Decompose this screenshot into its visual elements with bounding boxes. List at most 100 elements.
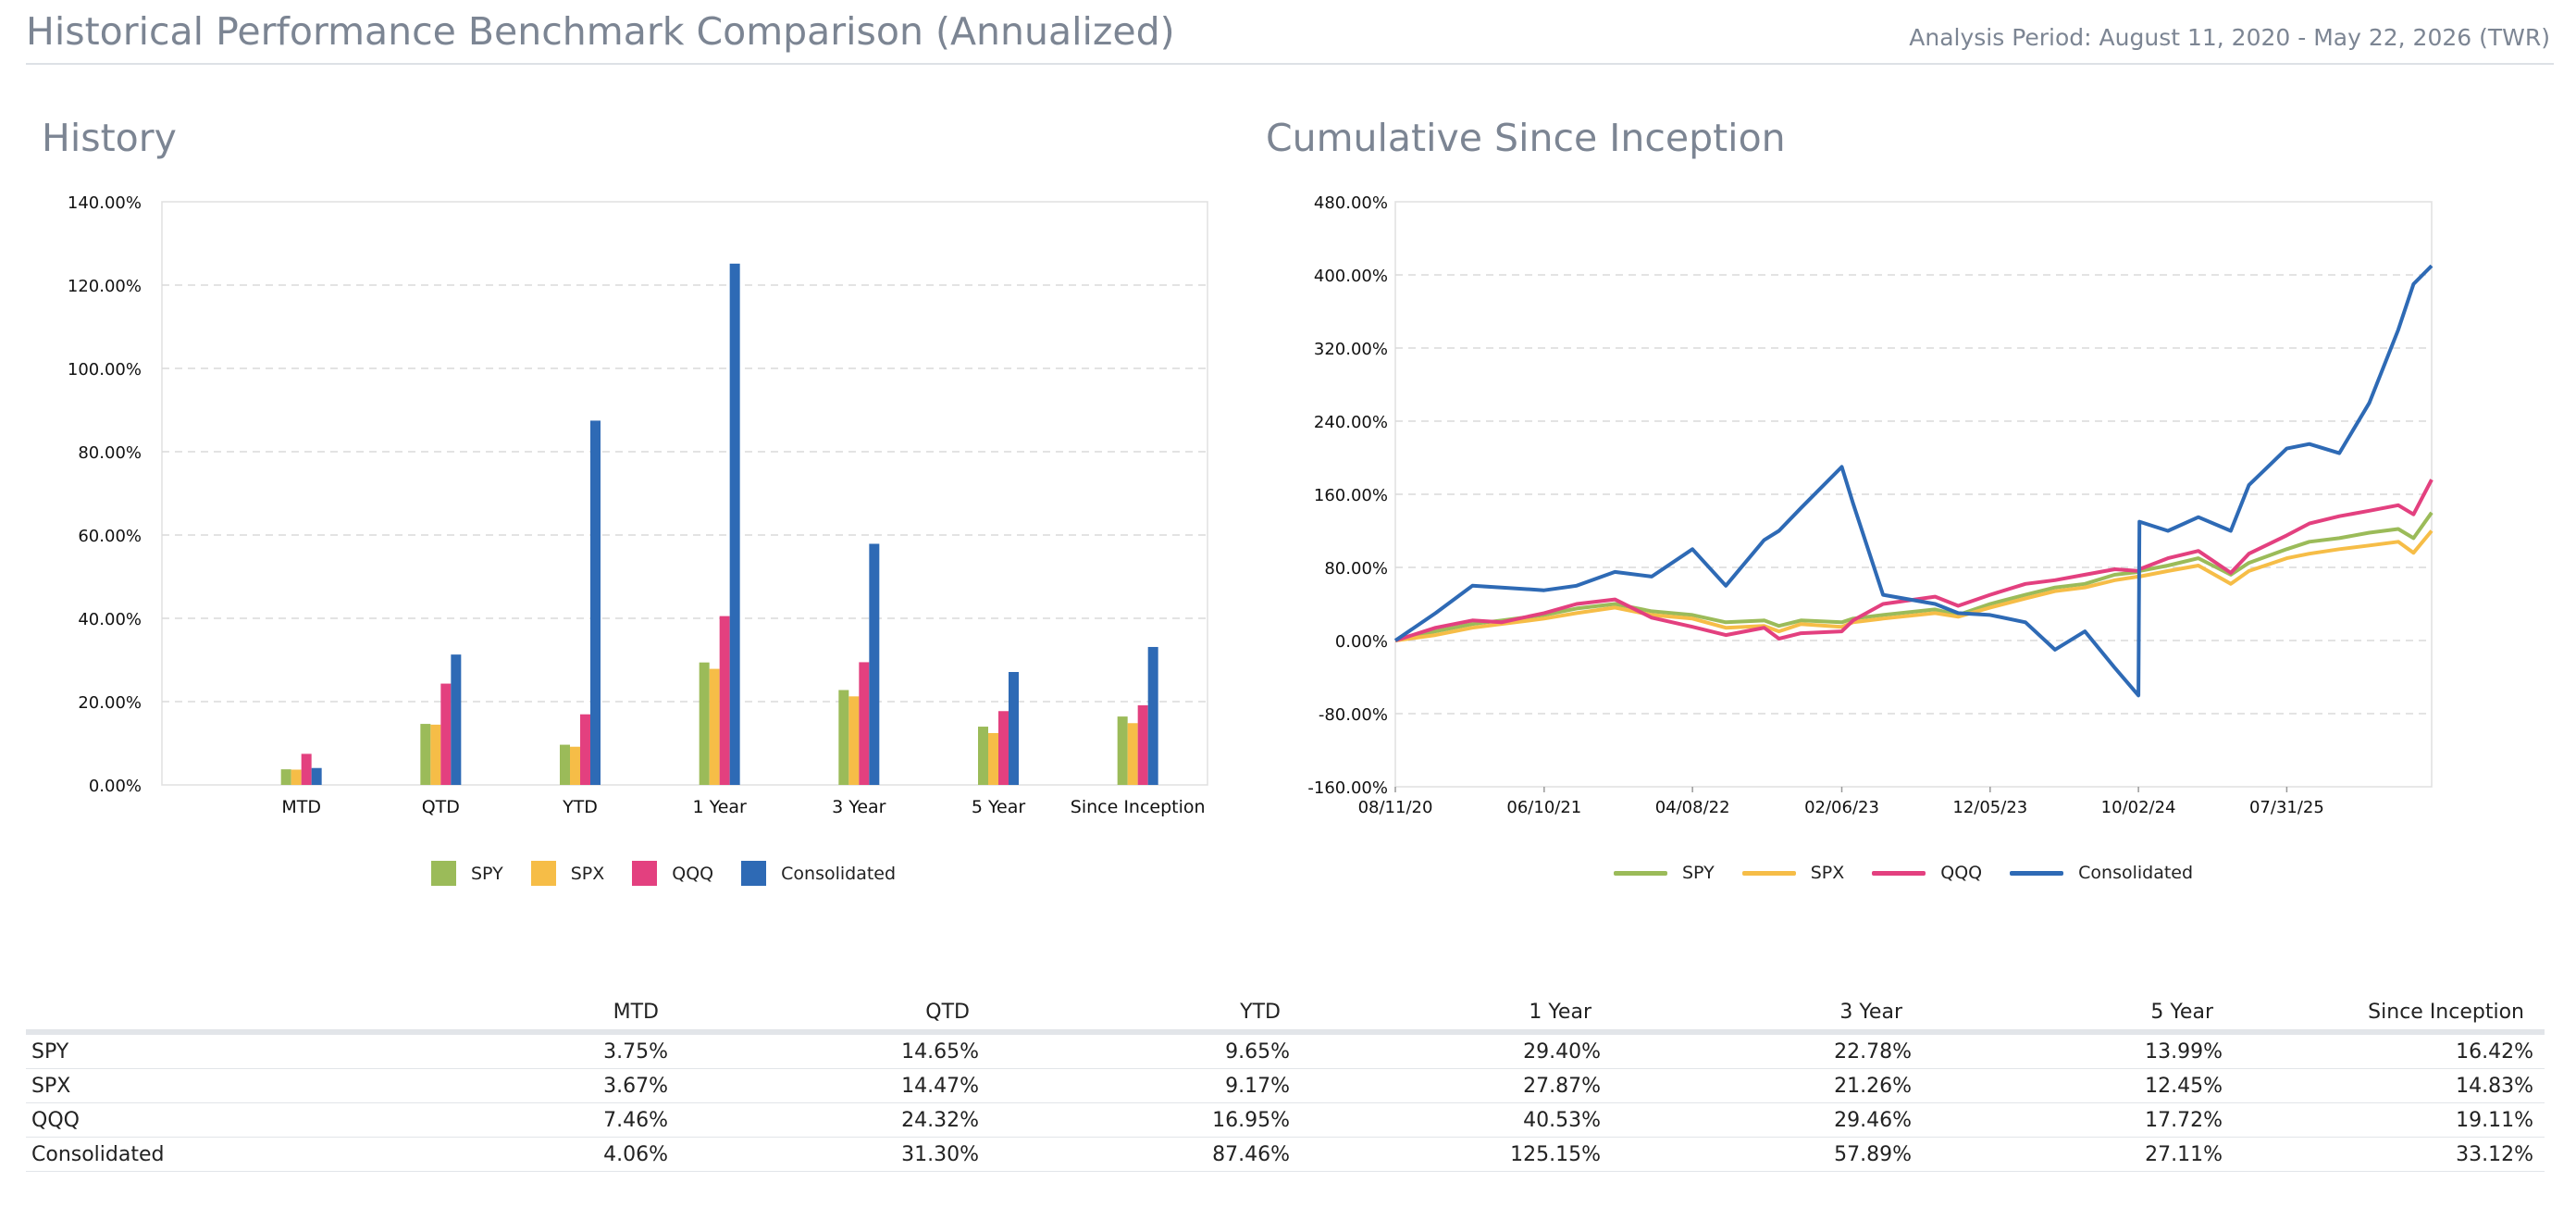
y-tick-label: 20.00% <box>78 693 142 713</box>
column-header: 5 Year <box>2150 1001 2213 1024</box>
legend-label: SPX <box>570 863 605 884</box>
legend-line-swatch <box>1614 870 1667 876</box>
table-cell: 14.83% <box>2456 1074 2533 1098</box>
table-cell: 17.72% <box>2145 1108 2223 1132</box>
x-tick-label: 02/06/23 <box>1804 798 1879 817</box>
header-divider <box>26 63 2554 65</box>
series-line-qqq <box>1394 479 2434 642</box>
table-row: QQQ 7.46% 24.32% 16.95% 40.53% 29.46% 17.72% 19… <box>26 1103 2545 1138</box>
table-cell: 22.78% <box>1834 1039 1912 1064</box>
legend-line-swatch <box>1872 870 1926 876</box>
bar-spx-qtd <box>430 724 441 785</box>
y-tick-label: 80.00% <box>1324 559 1388 579</box>
bar-spy-mtd <box>280 769 291 785</box>
bar-spx-ytd <box>570 746 580 785</box>
legend-label: QQQ <box>1940 863 1983 883</box>
x-tick-label: 06/10/21 <box>1506 798 1581 817</box>
legend-label: Consolidated <box>2078 863 2194 883</box>
y-tick-label: 100.00% <box>68 360 142 380</box>
row-label: QQQ <box>31 1108 80 1132</box>
y-tick-label: 40.00% <box>78 610 142 629</box>
legend-swatch <box>632 861 658 886</box>
bar-consolidated-mtd <box>311 767 322 785</box>
bar-spx-mtd <box>291 769 302 785</box>
legend-label: SPX <box>1810 863 1845 883</box>
bar-spy-1-year <box>699 662 710 785</box>
history-chart-title: History <box>42 116 177 160</box>
table-cell: 12.45% <box>2145 1074 2223 1098</box>
row-label: Consolidated <box>31 1142 165 1166</box>
table-cell: 9.65% <box>1225 1039 1290 1064</box>
x-tick-label: Since Inception <box>1071 797 1206 817</box>
legend-item-consolidated[interactable]: Consolidated <box>2010 863 2193 883</box>
table-cell: 57.89% <box>1834 1142 1912 1166</box>
y-tick-label: 480.00% <box>1314 193 1388 213</box>
bar-spy-3-year <box>838 690 849 785</box>
table-row: SPY 3.75% 14.65% 9.65% 29.40% 22.78% 13.99% 16.… <box>26 1035 2545 1069</box>
cumulative-line-chart: -160.00% -80.00% 0.00% 80.00% 160.00% 240.00%… <box>1307 193 2434 817</box>
bar-spx-1-year <box>709 668 720 785</box>
table-cell: 14.47% <box>901 1074 979 1098</box>
bar-spx-5-year <box>988 732 998 785</box>
bar-consolidated-since-inception <box>1147 646 1158 785</box>
x-tick-label: 08/11/20 <box>1358 798 1433 817</box>
column-header: MTD <box>613 1001 659 1024</box>
history-bar-chart: 0.00% 20.00% 40.00% 60.00% 80.00% 100.00% 120.… <box>68 193 1208 817</box>
y-tick-label: 320.00% <box>1314 340 1388 359</box>
table-cell: 87.46% <box>1212 1142 1290 1166</box>
table-cell: 21.26% <box>1834 1074 1912 1098</box>
table-cell: 125.15% <box>1510 1142 1601 1166</box>
bar-qqq-5-year <box>998 711 1009 785</box>
x-tick-label: QTD <box>422 797 460 817</box>
x-tick-label: 04/08/22 <box>1655 798 1730 817</box>
bar-qqq-1-year <box>719 616 730 785</box>
bar-spy-since-inception <box>1117 716 1128 785</box>
legend-item-qqq[interactable]: QQQ <box>1872 863 1982 883</box>
table-cell: 27.87% <box>1523 1074 1601 1098</box>
bar-qqq-since-inception <box>1137 705 1148 785</box>
table-cell: 4.06% <box>603 1142 668 1166</box>
bar-spy-qtd <box>420 724 431 785</box>
row-label: SPX <box>31 1074 71 1098</box>
series-line-spy <box>1394 511 2434 642</box>
bar-qqq-3-year <box>859 662 870 785</box>
table-header-row: MTD QTD YTD 1 Year 3 Year 5 Year Since Incepti… <box>26 996 2545 1035</box>
bar-qqq-qtd <box>440 683 452 785</box>
legend-item-spx[interactable]: SPX <box>1741 863 1845 883</box>
column-header: 1 Year <box>1529 1001 1591 1024</box>
y-tick-label: 160.00% <box>1314 486 1388 505</box>
bar-spy-ytd <box>560 744 570 785</box>
table-body: SPY 3.75% 14.65% 9.65% 29.40% 22.78% 13.99% 16.… <box>26 1035 2545 1172</box>
bar-consolidated-3-year <box>869 543 880 785</box>
table-cell: 29.40% <box>1523 1039 1601 1064</box>
legend-item-spy[interactable]: SPY <box>1614 863 1715 883</box>
legend-item-spy[interactable]: SPY <box>431 861 503 886</box>
legend-line-swatch <box>2010 870 2064 876</box>
analysis-period: Analysis Period: August 11, 2020 - May 2… <box>1909 24 2550 51</box>
column-header: YTD <box>1240 1001 1281 1024</box>
x-tick-label: 3 Year <box>832 797 886 817</box>
table-cell: 9.17% <box>1225 1074 1290 1098</box>
bar-consolidated-1-year <box>729 263 740 785</box>
row-label: SPY <box>31 1039 69 1064</box>
table-cell: 3.67% <box>603 1074 668 1098</box>
y-tick-label: 0.00% <box>1335 632 1388 652</box>
page-header: Historical Performance Benchmark Compari… <box>0 0 2576 67</box>
y-tick-label: -160.00% <box>1307 778 1388 798</box>
legend-item-qqq[interactable]: QQQ <box>632 861 713 886</box>
x-tick-label: 1 Year <box>692 797 747 817</box>
plot-area <box>161 201 1208 786</box>
legend-item-consolidated[interactable]: Consolidated <box>741 861 896 886</box>
bar-consolidated-qtd <box>451 654 462 785</box>
bar-spy-5-year <box>978 727 988 785</box>
bar-consolidated-ytd <box>590 420 601 785</box>
x-tick-label: MTD <box>281 797 321 817</box>
legend-swatch <box>431 861 456 886</box>
legend-item-spx[interactable]: SPX <box>530 861 605 886</box>
y-tick-label: 140.00% <box>68 193 142 213</box>
column-header: QTD <box>925 1001 970 1024</box>
table-cell: 24.32% <box>901 1108 979 1132</box>
table-row: SPX 3.67% 14.47% 9.17% 27.87% 21.26% 12.45% 14.… <box>26 1069 2545 1103</box>
table-cell: 16.42% <box>2456 1039 2533 1064</box>
table-cell: 16.95% <box>1212 1108 1290 1132</box>
